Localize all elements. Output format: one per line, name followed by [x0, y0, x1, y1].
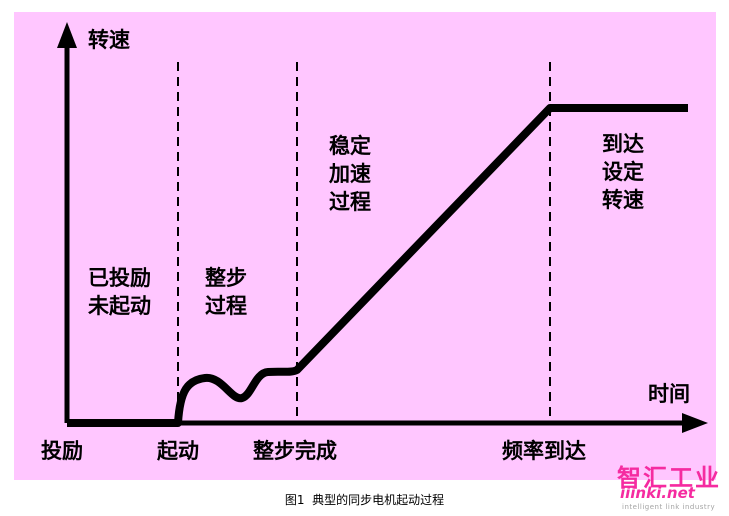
watermark-tagline: intelligent link industry	[622, 503, 716, 511]
speed-curve	[67, 104, 688, 427]
phase-reached-speed: 到达 设定 转速	[602, 132, 644, 212]
diagram-panel	[14, 12, 716, 480]
marker-sync-complete: 整步完成	[253, 439, 337, 463]
y-axis-arrowhead	[57, 22, 77, 48]
y-axis-label: 转速	[88, 28, 130, 52]
phase-pre-start: 已投励 未起动	[88, 266, 151, 318]
watermark-url: iiinki.net	[620, 484, 695, 502]
phase-steady-acceleration: 稳定 加速 过程	[329, 134, 371, 214]
x-axis-arrowhead	[682, 413, 708, 433]
phase-synchronizing: 整步 过程	[205, 266, 247, 318]
marker-frequency-reached: 频率到达	[502, 439, 586, 463]
x-axis-label: 时间	[648, 382, 690, 406]
marker-start: 起动	[157, 439, 199, 463]
figure-caption: 图1 典型的同步电机起动过程	[284, 493, 445, 507]
marker-excitation: 投励	[41, 439, 83, 463]
watermark-logo: 智汇工业	[617, 464, 721, 492]
